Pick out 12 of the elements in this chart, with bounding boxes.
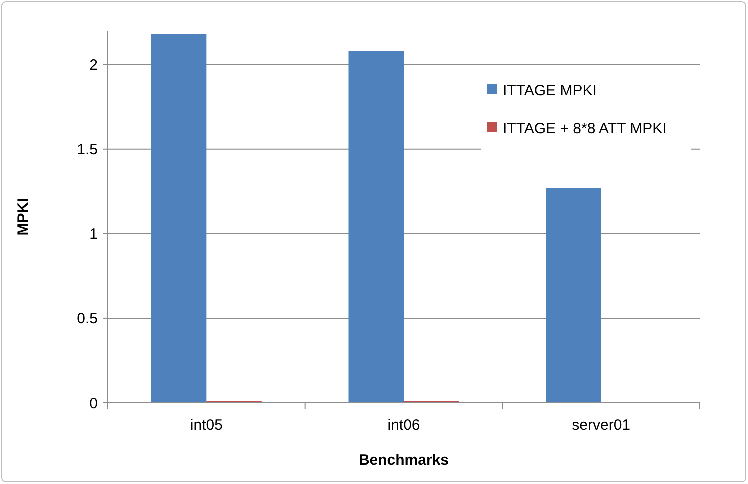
legend-label: ITTAGE MPKI (503, 82, 597, 100)
y-tick-label: 1.5 (77, 142, 98, 159)
y-axis-title: MPKI (15, 198, 32, 236)
legend-label: ITTAGE + 8*8 ATT MPKI (503, 120, 667, 138)
x-axis-title: Benchmarks (358, 452, 450, 469)
y-tick-label: 0 (90, 395, 98, 412)
x-tick-label: server01 (572, 417, 631, 434)
y-tick-label: 1 (90, 226, 98, 244)
y-tick-label: 0.5 (77, 310, 98, 328)
y-tick-label: 2 (90, 57, 98, 74)
x-tick-label: int06 (388, 417, 420, 434)
x-tick-label: int05 (190, 417, 223, 434)
